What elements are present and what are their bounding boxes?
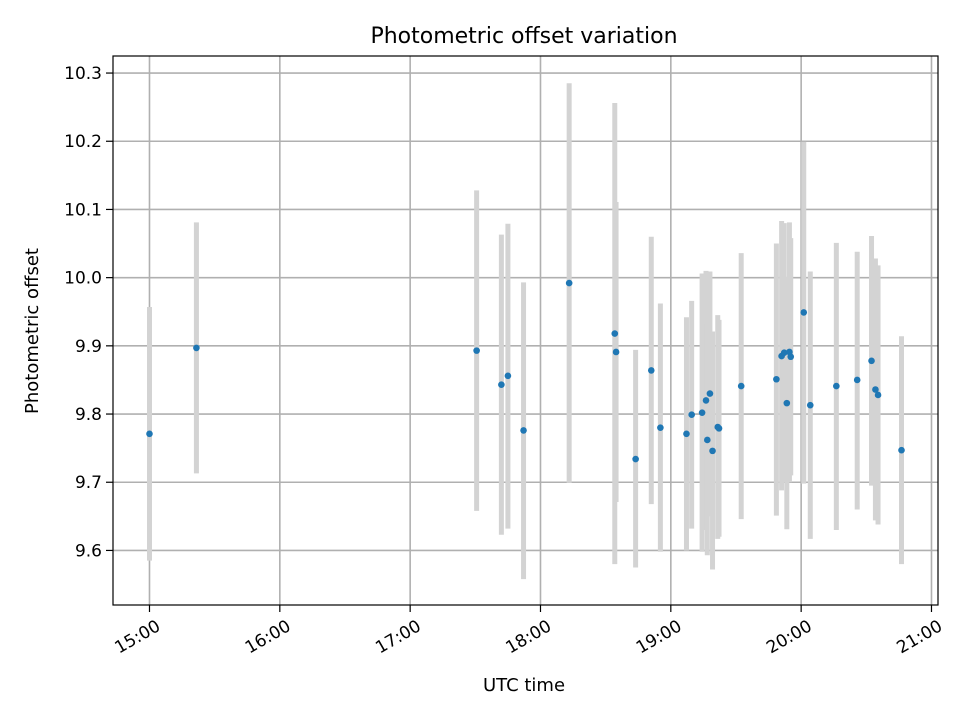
data-point [702,397,710,404]
data-point [504,372,512,380]
data-point [473,347,480,354]
data-point [688,411,695,419]
error-bars [146,83,905,580]
data-point [853,376,861,384]
data-point [783,399,791,407]
data-point [704,436,711,444]
data-point [657,424,664,431]
y-tick-label: 9.8 [75,405,102,425]
data-point [698,409,706,416]
y-tick-label: 9.6 [75,541,102,561]
data-point [520,427,527,434]
data-point [683,430,690,438]
y-tick-label: 10.3 [64,64,102,84]
data-point [647,367,655,374]
data-point [833,382,840,390]
data-point [787,353,795,361]
data-point [773,375,780,383]
x-tick-label: 19:00 [633,616,685,658]
data-point [872,386,879,393]
y-tick-label: 9.9 [75,337,102,357]
data-point [611,330,619,337]
x-tick-label: 17:00 [372,616,424,658]
y-tick-label: 10.1 [64,200,102,220]
x-axis-label: UTC time [483,675,565,696]
y-tick-label: 10.0 [64,269,102,289]
data-point [780,349,788,356]
x-tick-label: 16:00 [242,616,294,658]
data-point [874,391,882,399]
data-point [800,309,808,316]
data-point [632,455,639,463]
y-tick-label: 9.7 [75,473,102,493]
data-point [868,357,875,365]
chart-title: Photometric offset variation [370,24,677,49]
data-point [715,425,723,432]
x-tick-label: 15:00 [112,616,164,658]
x-tick-label: 21:00 [894,616,946,658]
data-point [612,348,620,356]
data-point [898,446,905,454]
x-tick-label: 20:00 [763,616,815,658]
x-tick-label: 18:00 [503,616,555,658]
y-axis-label: Photometric offset [22,248,43,414]
data-point [193,344,200,352]
grid [113,56,938,605]
data-point [737,382,745,390]
data-point [706,390,714,397]
data-point [565,279,573,287]
data-point [498,381,505,389]
data-point [146,430,153,438]
y-tick-label: 10.2 [64,132,102,152]
data-points [146,279,905,463]
data-point [709,447,716,455]
plot-area-frame [112,55,939,606]
data-point [806,401,814,409]
